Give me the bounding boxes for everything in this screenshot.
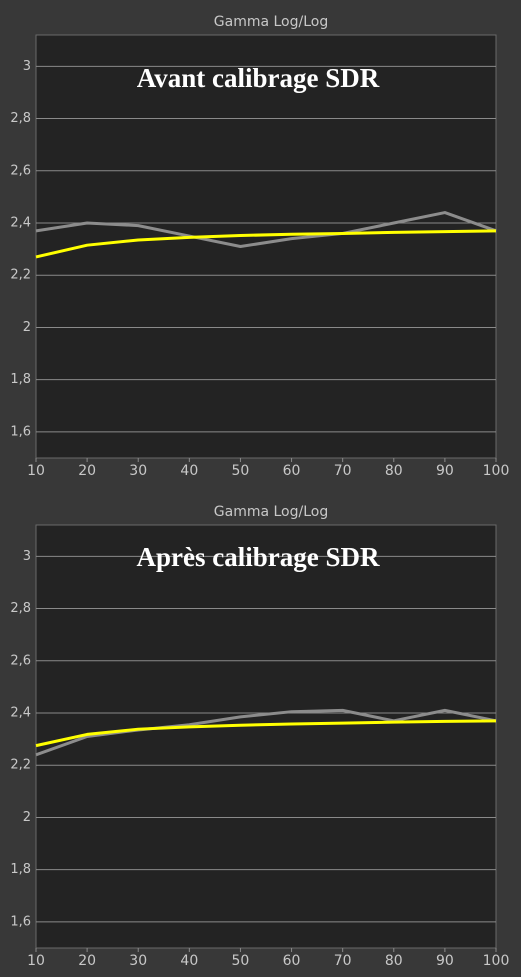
y-tick-label: 2,6 xyxy=(10,163,31,178)
plot-area xyxy=(35,524,497,949)
x-tick-label: 70 xyxy=(334,953,352,969)
x-tick-label: 10 xyxy=(27,953,45,969)
y-tick-label: 2,8 xyxy=(10,601,31,616)
x-tick-label: 80 xyxy=(385,953,403,969)
y-tick-label: 2,2 xyxy=(10,268,31,283)
annotation: Avant calibrage SDR xyxy=(137,63,380,93)
series-line xyxy=(35,211,497,248)
y-tick-label: 1,8 xyxy=(10,862,31,877)
x-tick-label: 70 xyxy=(334,463,352,479)
chart-title: Gamma Log/Log xyxy=(214,14,328,30)
x-tick-label: 20 xyxy=(78,953,96,969)
y-tick-label: 2,2 xyxy=(10,758,31,773)
y-tick-label: 2 xyxy=(23,320,31,335)
x-tick-label: 30 xyxy=(129,463,147,479)
x-tick-label: 40 xyxy=(180,953,198,969)
x-tick-label: 30 xyxy=(129,953,147,969)
x-tick-label: 20 xyxy=(78,463,96,479)
y-tick-label: 2,4 xyxy=(10,706,31,721)
y-tick-label: 3 xyxy=(23,59,31,74)
x-tick-label: 80 xyxy=(385,463,403,479)
y-tick-label: 2 xyxy=(23,810,31,825)
y-tick-label: 1,8 xyxy=(10,372,31,387)
x-tick-label: 90 xyxy=(436,463,454,479)
x-tick-label: 100 xyxy=(483,953,510,969)
x-tick-label: 60 xyxy=(283,463,301,479)
y-tick-label: 2,8 xyxy=(10,111,31,126)
x-tick-label: 50 xyxy=(232,953,250,969)
y-tick-label: 2,4 xyxy=(10,216,31,231)
x-tick-label: 40 xyxy=(180,463,198,479)
x-tick-label: 10 xyxy=(27,463,45,479)
y-tick-label: 3 xyxy=(23,549,31,564)
annotation: Après calibrage SDR xyxy=(137,542,380,572)
y-tick-label: 1,6 xyxy=(10,914,31,929)
series-line xyxy=(35,229,497,259)
x-tick-label: 50 xyxy=(232,463,250,479)
series-line xyxy=(35,719,497,748)
x-tick-label: 90 xyxy=(436,953,454,969)
chart-title: Gamma Log/Log xyxy=(214,504,328,520)
y-tick-label: 2,6 xyxy=(10,653,31,668)
x-tick-label: 60 xyxy=(283,953,301,969)
y-tick-label: 1,6 xyxy=(10,424,31,439)
plot-area xyxy=(35,34,497,459)
x-tick-label: 100 xyxy=(483,463,510,479)
